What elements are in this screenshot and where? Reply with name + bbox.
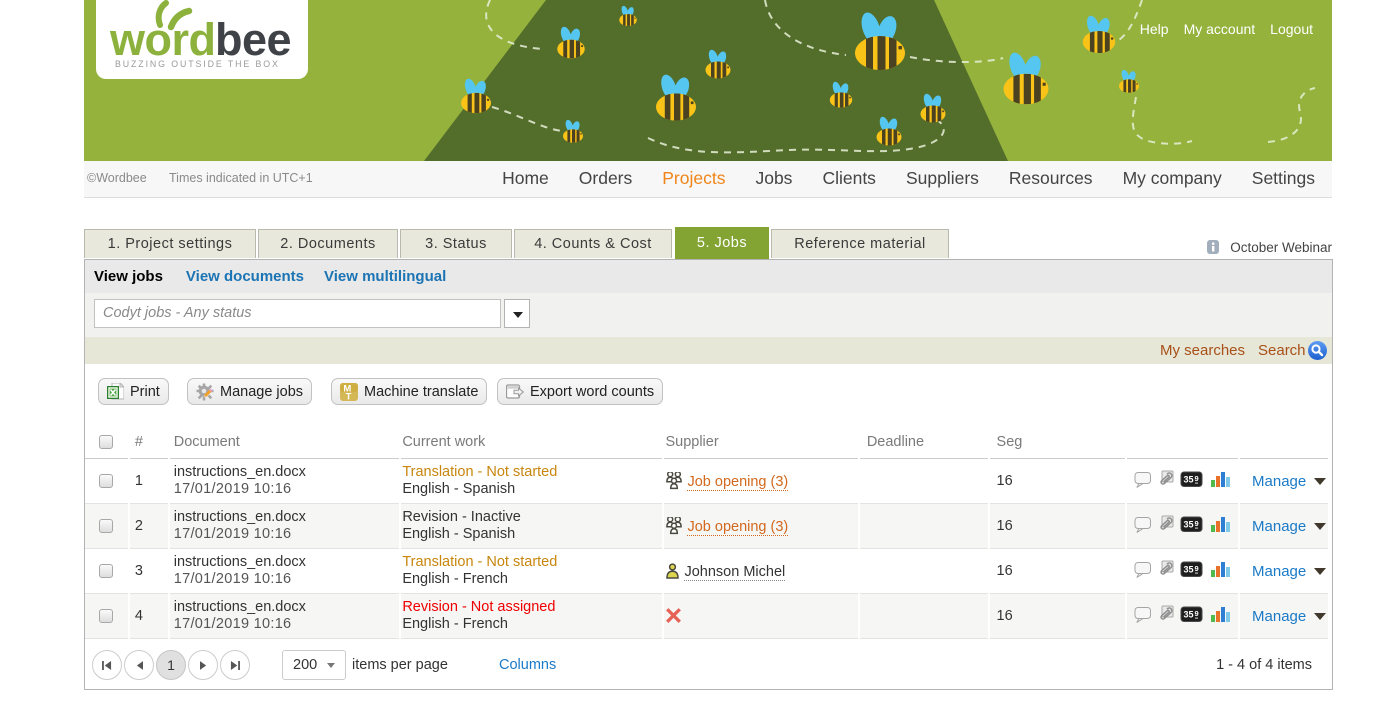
svg-text:word: word [109, 14, 216, 65]
svg-text:BUZZING OUTSIDE THE BOX: BUZZING OUTSIDE THE BOX [115, 59, 280, 69]
svg-text:T: T [346, 391, 352, 401]
svg-text:M: M [343, 383, 351, 394]
svg-text:bee: bee [215, 14, 291, 65]
